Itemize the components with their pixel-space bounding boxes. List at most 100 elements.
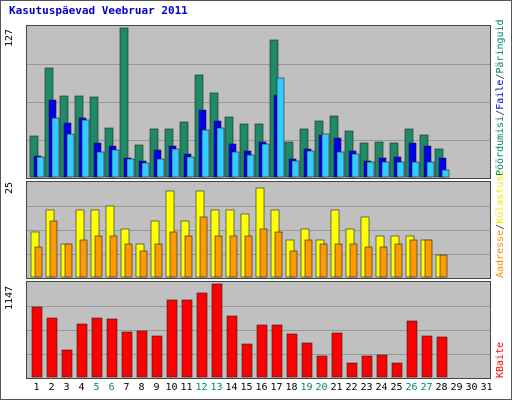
bar-middle-s1-day-8	[139, 250, 148, 278]
bar-middle-s1-day-6	[109, 235, 118, 278]
bar-middle-s1-day-4	[79, 239, 88, 278]
bar-middle-s1-day-12	[199, 216, 208, 278]
label-kbytes: KBaite	[495, 341, 506, 378]
bar-lower-s0-day-23	[361, 355, 373, 378]
x-tick-day-28: 28	[435, 382, 448, 393]
bar-middle-s1-day-18	[289, 250, 298, 278]
x-tick-day-23: 23	[360, 382, 373, 393]
right-label-upper: Pöördumisi/Faile/Päringuid	[495, 19, 506, 176]
x-tick-day-16: 16	[255, 382, 268, 393]
bar-middle-s1-day-2	[49, 220, 58, 278]
x-tick-day-17: 17	[270, 382, 283, 393]
p2-svg	[27, 187, 490, 278]
bar-upper-s0-day-7	[119, 27, 129, 178]
x-tick-day-27: 27	[420, 382, 433, 393]
p3-svg	[27, 283, 490, 378]
x-tick-day-6: 6	[108, 382, 115, 393]
bar-upper-s2-day-5	[96, 151, 105, 178]
x-tick-day-18: 18	[285, 382, 298, 393]
bar-lower-s0-day-17	[271, 324, 283, 378]
x-tick-day-14: 14	[225, 382, 238, 393]
bar-lower-s0-day-25	[391, 362, 403, 378]
bar-lower-s0-day-16	[256, 324, 268, 378]
label-separator: /	[495, 223, 506, 230]
bar-lower-s0-day-6	[106, 318, 118, 378]
x-tick-day-8: 8	[138, 382, 145, 393]
bar-lower-s0-day-8	[136, 330, 148, 378]
bar-lower-s0-day-28	[436, 336, 448, 378]
bar-upper-s2-day-7	[126, 158, 135, 178]
bar-lower-s0-day-10	[166, 299, 178, 378]
label-hits: Päringuid	[495, 19, 506, 74]
bar-lower-s0-day-27	[421, 335, 433, 378]
ymax-lower: 1147	[4, 285, 15, 310]
bar-upper-s2-day-24	[381, 161, 390, 178]
x-tick-day-12: 12	[195, 382, 208, 393]
x-tick-day-5: 5	[93, 382, 100, 393]
x-tick-day-31: 31	[480, 382, 493, 393]
bar-middle-s1-day-3	[64, 243, 73, 278]
x-tick-day-24: 24	[375, 382, 388, 393]
bar-middle-s1-day-11	[184, 235, 193, 278]
p1-svg	[27, 27, 490, 178]
ymax-upper: 127	[4, 28, 15, 47]
bar-middle-s1-day-7	[124, 243, 133, 278]
bar-lower-s0-day-2	[46, 317, 58, 378]
bar-upper-s2-day-6	[111, 149, 120, 178]
bar-lower-s0-day-24	[376, 354, 388, 378]
bar-lower-s0-day-13	[211, 283, 223, 378]
bar-upper-s2-day-3	[66, 133, 75, 178]
bar-upper-s2-day-13	[216, 127, 225, 178]
x-tick-day-4: 4	[78, 382, 85, 393]
bar-lower-s0-day-12	[196, 292, 208, 378]
x-tick-day-3: 3	[63, 382, 70, 393]
bar-lower-s0-day-5	[91, 317, 103, 378]
label-files: Faile	[495, 79, 506, 110]
bar-upper-s2-day-20	[321, 133, 330, 178]
bar-lower-s0-day-26	[406, 320, 418, 378]
bar-lower-s0-day-18	[286, 333, 298, 378]
bar-middle-s1-day-20	[319, 243, 328, 278]
bar-upper-s2-day-11	[186, 156, 195, 178]
bar-lower-s0-day-19	[301, 342, 313, 378]
bar-lower-s0-day-14	[226, 315, 238, 378]
bar-lower-s0-day-20	[316, 355, 328, 378]
bar-upper-s2-day-4	[81, 119, 90, 178]
x-tick-day-22: 22	[345, 382, 358, 393]
ymax-middle: 25	[4, 181, 15, 194]
bar-lower-s0-day-11	[181, 299, 193, 378]
bar-middle-s1-day-17	[274, 231, 283, 278]
bar-upper-s2-day-22	[351, 153, 360, 178]
plot-lower	[26, 281, 491, 379]
bar-middle-s1-day-22	[349, 243, 358, 278]
bar-lower-s0-day-22	[346, 362, 358, 378]
chart-title: Kasutuspäevad Veebruar 2011	[9, 4, 188, 17]
bar-middle-s1-day-5	[94, 235, 103, 278]
bar-middle-s1-day-10	[169, 231, 178, 278]
bar-upper-s2-day-16	[261, 143, 270, 178]
bar-lower-s0-day-1	[31, 306, 43, 378]
bar-middle-s1-day-28	[439, 254, 448, 278]
bar-middle-s1-day-13	[214, 235, 223, 278]
label-sites: Aadresse	[495, 229, 506, 278]
x-tick-day-9: 9	[153, 382, 160, 393]
bar-lower-s0-day-3	[61, 349, 73, 378]
bar-upper-s2-day-9	[156, 158, 165, 178]
x-tick-day-2: 2	[48, 382, 55, 393]
bar-upper-s2-day-18	[291, 160, 300, 178]
bar-upper-s2-day-1	[36, 156, 45, 178]
bar-upper-s2-day-28	[441, 169, 450, 178]
bar-upper-s2-day-26	[411, 161, 420, 178]
x-tick-day-20: 20	[315, 382, 328, 393]
bar-upper-s2-day-21	[336, 151, 345, 178]
right-label-middle: Aadresse/Külastusi	[495, 170, 506, 278]
x-tick-day-13: 13	[210, 382, 223, 393]
bar-middle-s1-day-21	[334, 243, 343, 278]
label-pageviews: Pöördumisi	[495, 115, 506, 176]
label-separator: /	[495, 109, 506, 116]
bar-lower-s0-day-21	[331, 332, 343, 378]
x-tick-day-1: 1	[33, 382, 40, 393]
bar-upper-s2-day-8	[141, 162, 150, 178]
bar-upper-s2-day-23	[366, 161, 375, 178]
x-axis-days: 1 2 3 4 5 6 7 8 9 10 11 12 13 14 15 16 17 18 19 20 21 22 23 24 2…	[26, 382, 493, 396]
